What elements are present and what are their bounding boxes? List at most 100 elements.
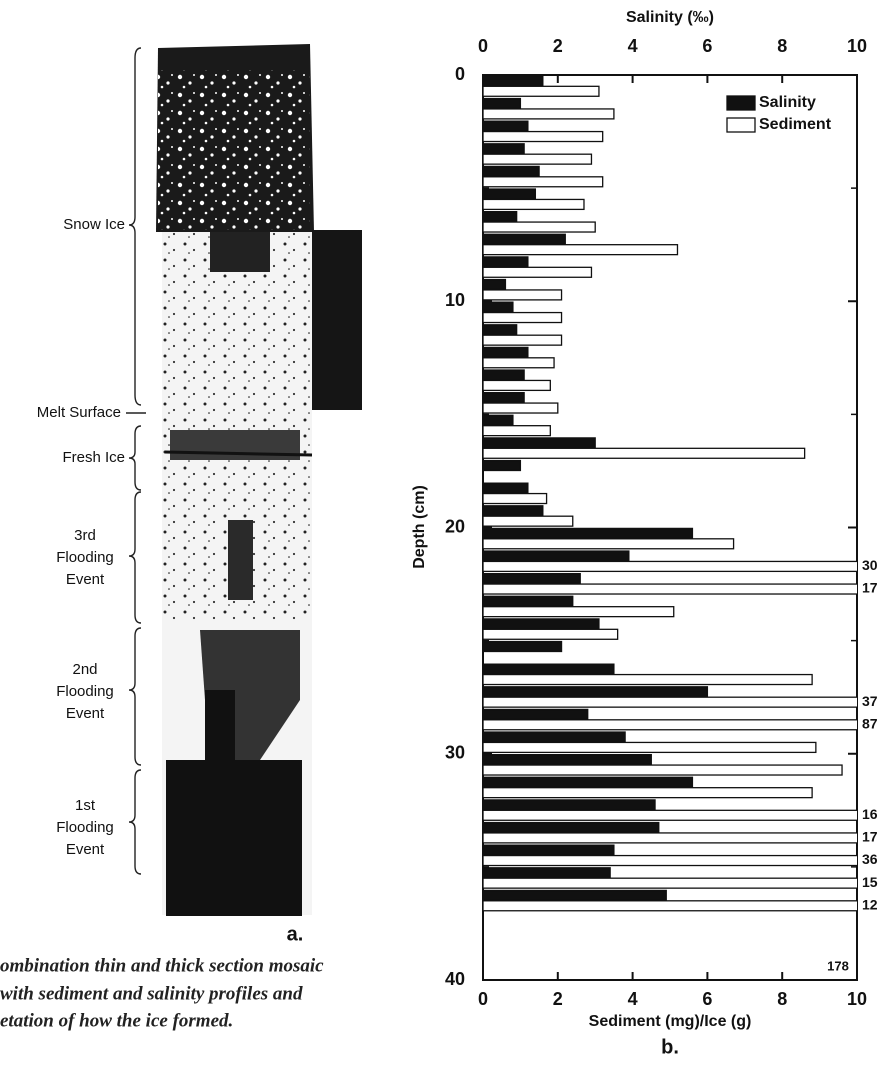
bar: [483, 663, 615, 675]
bar: [483, 527, 694, 540]
bar: [483, 696, 857, 708]
value-label: 87: [862, 715, 878, 731]
bar: [483, 482, 529, 494]
bar: [483, 75, 544, 87]
x-tick-label: 10: [847, 989, 867, 1009]
bar: [483, 640, 563, 653]
bar: [483, 492, 548, 505]
x2-tick-label: 0: [478, 36, 488, 56]
bar: [483, 165, 540, 178]
bar: [483, 256, 529, 268]
bar: [483, 379, 551, 392]
layer-label: Event: [66, 705, 105, 722]
x-axis-title: Sediment (mg)/Ice (g): [589, 1013, 752, 1030]
annotation: 178: [827, 958, 849, 973]
bar: [483, 719, 857, 731]
legend-label: Sediment: [759, 116, 832, 133]
layer-label: Fresh Ice: [62, 449, 125, 466]
bar: [483, 867, 611, 879]
x2-tick-label: 2: [553, 36, 563, 56]
value-label: 16: [862, 806, 878, 822]
braces: [126, 47, 146, 875]
bar: [483, 233, 566, 245]
bar: [483, 673, 813, 686]
bar: [483, 402, 559, 414]
bar: [483, 799, 656, 811]
bar: [483, 459, 522, 472]
bar: [483, 143, 525, 155]
bar: [483, 414, 514, 426]
bar: [483, 108, 615, 120]
x-tick-label: 0: [478, 989, 488, 1009]
x-tick-label: 4: [628, 989, 638, 1009]
photo-labels: Snow Ice Melt Surface Fresh Ice 3rd Floo…: [37, 216, 304, 945]
bar: [483, 889, 667, 902]
x-tick-label: 6: [702, 989, 712, 1009]
value-label: 36: [862, 851, 878, 867]
value-label: 17: [862, 580, 878, 596]
layer-label: Flooding: [56, 549, 114, 566]
bar: [483, 900, 857, 912]
layer-label: 1st: [75, 797, 96, 814]
bar: [483, 731, 626, 743]
legend-swatch: [726, 95, 756, 111]
bar: [483, 369, 525, 381]
value-label: 12: [862, 896, 878, 912]
bar: [483, 764, 843, 776]
bar: [483, 787, 813, 799]
bar: [483, 708, 589, 721]
bar: [483, 425, 551, 437]
bar: [483, 447, 806, 459]
bar: [483, 97, 522, 110]
bar: [483, 357, 555, 369]
x-tick-label: 8: [777, 989, 787, 1009]
bar: [483, 754, 652, 766]
plot-frame: [482, 74, 858, 981]
bar: [483, 628, 619, 640]
x2-tick-label: 10: [847, 36, 867, 56]
legend-swatch: [726, 117, 756, 133]
layer-label: Snow Ice: [63, 216, 125, 233]
bar: [483, 515, 574, 527]
value-label: 37: [862, 693, 878, 709]
bars: [483, 75, 857, 912]
bar: [483, 392, 525, 404]
layer-label: Melt Surface: [37, 404, 121, 421]
bar: [483, 301, 514, 313]
bar: [483, 595, 574, 607]
bar: [483, 120, 529, 132]
layer-label: Flooding: [56, 683, 114, 700]
x2-tick-label: 6: [702, 36, 712, 56]
y-tick-label: 40: [445, 969, 465, 989]
bar: [483, 877, 857, 889]
bar: [483, 198, 585, 211]
y-tick-label: 10: [445, 290, 465, 310]
layer-label: Event: [66, 841, 105, 858]
bar: [483, 266, 593, 278]
caption: ombination thin and thick section mosaic…: [0, 955, 324, 1031]
layer-label: Flooding: [56, 819, 114, 836]
bar: [483, 153, 593, 165]
bar: [483, 324, 518, 336]
bar: [483, 573, 581, 585]
x2-tick-label: 4: [628, 36, 638, 56]
y-tick-label: 0: [455, 64, 465, 84]
bar: [483, 844, 615, 856]
photo: [156, 44, 362, 916]
bar: [483, 606, 675, 618]
bar: [483, 244, 679, 256]
bar: [483, 538, 735, 550]
bar: [483, 130, 604, 143]
value-label: 15: [862, 874, 878, 890]
bar: [483, 854, 857, 867]
layer-label: 2nd: [72, 661, 97, 678]
value-label: 17: [862, 829, 878, 845]
caption-line: etation of how the ice formed.: [0, 1010, 233, 1031]
bar: [483, 560, 857, 573]
bar: [483, 211, 518, 223]
bar: [483, 221, 596, 233]
x-tick-label: 2: [553, 989, 563, 1009]
bar: [483, 311, 563, 324]
bar: [483, 832, 857, 844]
